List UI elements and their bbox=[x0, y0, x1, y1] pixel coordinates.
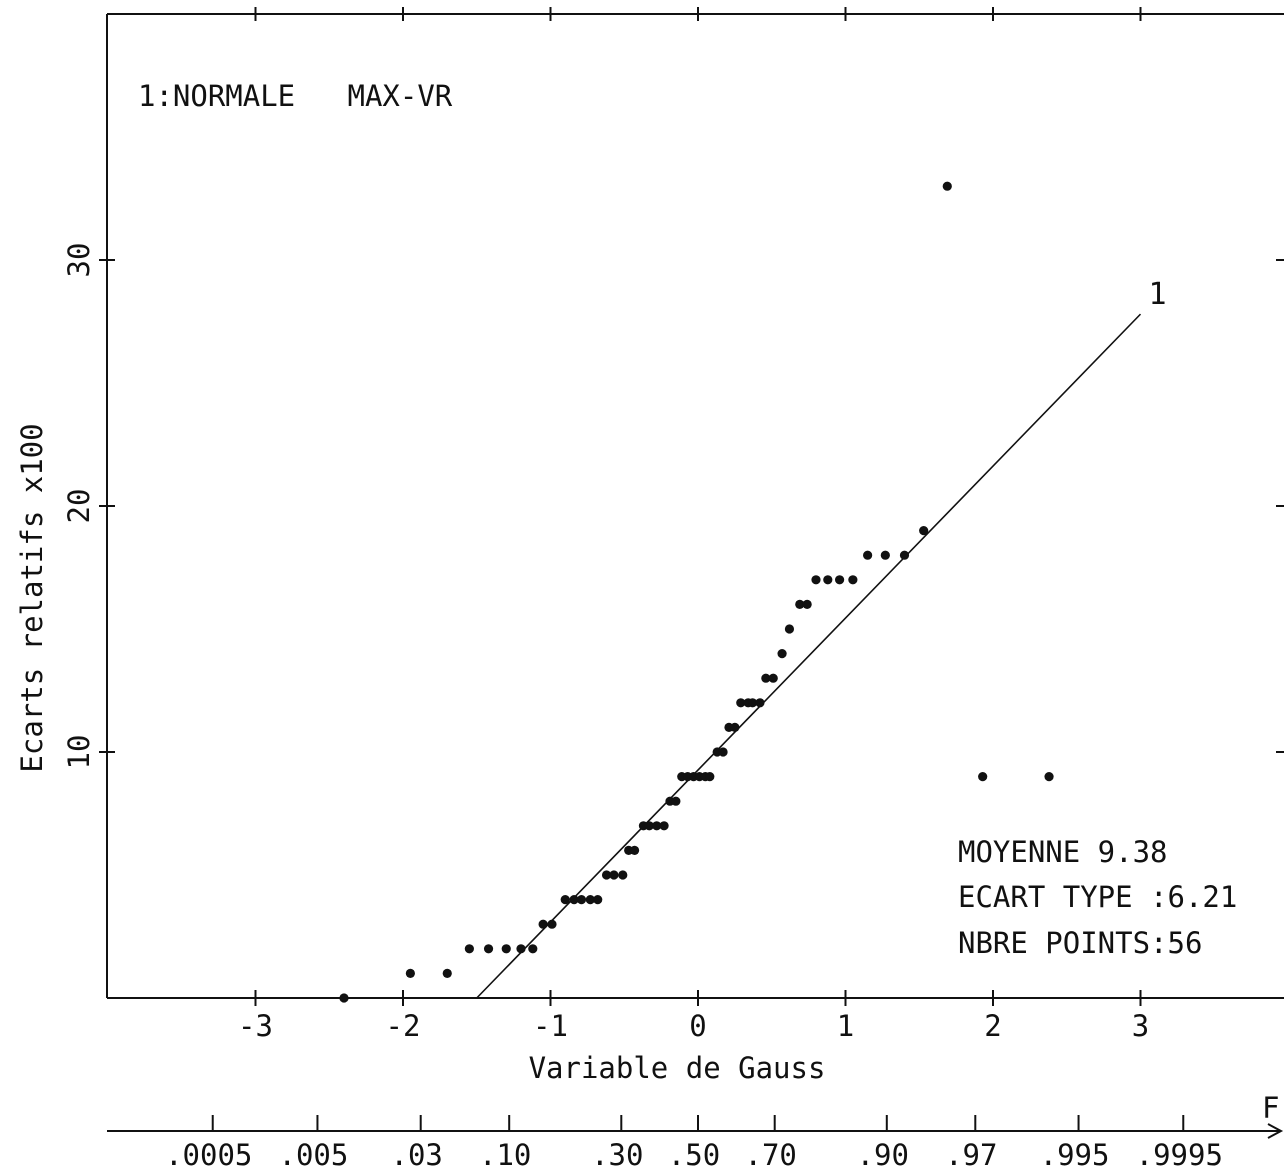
data-point bbox=[618, 870, 628, 880]
data-point bbox=[755, 698, 765, 708]
data-point bbox=[899, 550, 910, 560]
x-tick-label: 1 bbox=[837, 1009, 854, 1043]
probability-axis: F .0005 .005 .03 .10 .30 .50 .70 .90 .97 .995 .9995 bbox=[107, 1091, 1284, 1168]
probability-tick-label: .50 bbox=[668, 1138, 720, 1168]
data-point bbox=[730, 722, 740, 733]
data-point bbox=[516, 944, 526, 954]
x-tick-label: 2 bbox=[984, 1009, 1001, 1043]
data-point bbox=[848, 575, 858, 585]
data-point bbox=[528, 944, 538, 954]
data-point bbox=[761, 673, 771, 683]
probability-tick-label: .30 bbox=[591, 1138, 643, 1168]
data-point bbox=[652, 821, 662, 831]
data-point bbox=[339, 993, 349, 1003]
data-point bbox=[629, 845, 640, 856]
x-axis-tick-labels: -3 -2 -1 0 1 2 3 bbox=[238, 1009, 1149, 1043]
data-point bbox=[705, 772, 715, 782]
data-point bbox=[784, 624, 795, 634]
chart-title: 1:NORMALE MAX-VR bbox=[138, 79, 453, 113]
data-point bbox=[576, 895, 587, 905]
data-point bbox=[978, 772, 988, 782]
data-point bbox=[609, 870, 619, 880]
data-point bbox=[593, 895, 603, 905]
data-point bbox=[585, 895, 595, 905]
probability-tick-label: .03 bbox=[391, 1138, 443, 1168]
data-point bbox=[919, 526, 929, 536]
data-point bbox=[560, 895, 570, 905]
y-tick-label: 30 bbox=[62, 243, 96, 278]
data-point bbox=[538, 919, 548, 929]
x-tick-label: -3 bbox=[238, 1009, 273, 1043]
right-axis-ticks bbox=[1276, 259, 1284, 753]
data-point bbox=[501, 944, 511, 954]
probability-tick-label: .10 bbox=[479, 1138, 531, 1168]
x-axis-ticks bbox=[254, 990, 1142, 1006]
data-point bbox=[863, 550, 873, 560]
data-point bbox=[483, 944, 494, 954]
data-point bbox=[811, 575, 821, 585]
stat-point-count: NBRE POINTS:56 bbox=[958, 926, 1202, 960]
y-tick-label: 10 bbox=[62, 735, 96, 770]
probability-tick-label: .90 bbox=[857, 1138, 909, 1168]
y-axis-label: Ecarts relatifs x100 bbox=[15, 423, 49, 772]
x-axis-label: Variable de Gauss bbox=[529, 1051, 826, 1085]
fit-line-group: 1 bbox=[476, 277, 1167, 999]
data-point bbox=[768, 673, 778, 683]
probability-tick-label: .97 bbox=[945, 1138, 997, 1168]
probability-tick-label: .70 bbox=[745, 1138, 797, 1168]
data-points bbox=[339, 181, 1054, 1003]
data-point bbox=[601, 870, 612, 880]
data-point bbox=[802, 599, 812, 610]
data-point bbox=[942, 181, 952, 191]
data-point bbox=[835, 575, 845, 585]
data-point bbox=[880, 550, 890, 560]
x-tick-label: -1 bbox=[533, 1009, 568, 1043]
data-point bbox=[795, 599, 805, 610]
probability-axis-label: F bbox=[1262, 1091, 1279, 1125]
x-tick-label: 0 bbox=[689, 1009, 706, 1043]
data-point bbox=[747, 698, 758, 708]
y-axis-tick-labels: 10 20 30 bbox=[62, 243, 96, 770]
data-point bbox=[736, 698, 746, 708]
data-point bbox=[442, 968, 452, 979]
y-tick-label: 20 bbox=[62, 489, 96, 524]
data-point bbox=[464, 944, 474, 954]
data-point bbox=[659, 821, 669, 831]
data-point bbox=[718, 747, 728, 757]
y-axis-ticks bbox=[99, 259, 115, 753]
probability-tick-label: .005 bbox=[279, 1138, 349, 1168]
data-point bbox=[405, 968, 415, 979]
fit-line bbox=[476, 313, 1142, 999]
stat-mean: MOYENNE 9.38 bbox=[958, 835, 1168, 869]
x-tick-label: -2 bbox=[386, 1009, 421, 1043]
data-point bbox=[777, 649, 787, 659]
stat-std-dev: ECART TYPE :6.21 bbox=[958, 880, 1237, 914]
data-point bbox=[671, 796, 681, 806]
probability-tick-label: .0005 bbox=[165, 1138, 252, 1168]
probability-tick-label: .995 bbox=[1040, 1138, 1110, 1168]
probability-axis-arrow bbox=[1267, 1123, 1284, 1139]
data-point bbox=[547, 919, 557, 929]
probability-tick-label: .9995 bbox=[1136, 1138, 1223, 1168]
x-tick-label: 3 bbox=[1132, 1009, 1149, 1043]
data-point bbox=[1044, 772, 1054, 782]
fit-line-label: 1 bbox=[1149, 277, 1167, 312]
data-point bbox=[569, 895, 579, 905]
top-axis-ticks bbox=[254, 7, 1142, 21]
data-point bbox=[644, 821, 654, 831]
data-point bbox=[823, 575, 833, 585]
